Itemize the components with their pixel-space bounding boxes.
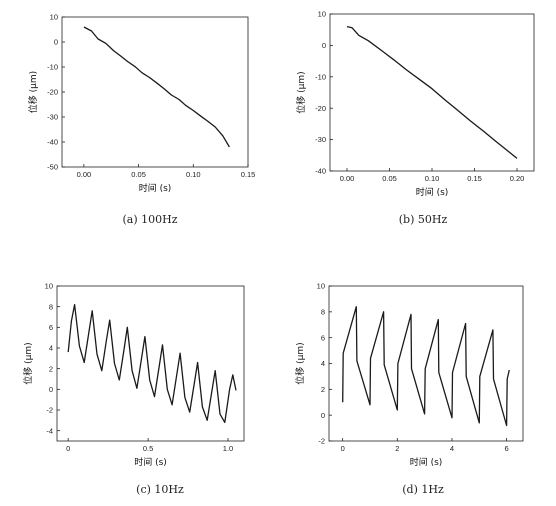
- y-axis-title: 位移 (μm): [27, 71, 39, 113]
- chart-panel-c: 0 0.5 1.0 10 8 6 4 2 0 -2 -4 时间 (s) 位移 (μm): [0, 270, 278, 470]
- y-tick-label: -2: [318, 437, 325, 446]
- y-tick-label: -2: [46, 406, 53, 415]
- y-axis-title: 位移 (μm): [294, 342, 306, 384]
- x-tick-label: 0: [341, 444, 345, 453]
- chart-panel-b: 0.00 0.05 0.10 0.15 0.20 10 0 -10 -20 -30 -40 时间 (s…: [278, 0, 556, 200]
- x-tick-label: 1.0: [223, 444, 233, 453]
- y-tick-label: 2: [49, 364, 53, 373]
- y-tick-label: -20: [315, 104, 326, 113]
- chart-b-caption: (b) 50Hz: [398, 213, 448, 226]
- y-tick-label: -10: [47, 63, 58, 72]
- series-line: [342, 306, 510, 427]
- x-tick-label: 0.00: [77, 170, 92, 179]
- y-tick-label: 8: [321, 307, 325, 316]
- y-tick-label: 8: [49, 302, 53, 311]
- x-tick-label: 0.00: [340, 174, 355, 183]
- x-tick-label: 4: [450, 444, 454, 453]
- chart-panel-d: 0 2 4 6 10 8 6 4 2 0 -2 时间 (s) 位移 (μm): [278, 270, 556, 470]
- y-tick-label: -10: [315, 72, 326, 81]
- chart-c-caption: (c) 10Hz: [136, 483, 184, 496]
- y-tick-label: 4: [321, 359, 325, 368]
- y-tick-label: -50: [47, 163, 58, 172]
- y-tick-label: 10: [317, 282, 325, 291]
- x-tick-label: 0.15: [241, 170, 256, 179]
- plot-frame: [61, 16, 249, 168]
- chart-d-caption: (d) 1Hz: [402, 483, 444, 496]
- x-tick-label: 0.5: [143, 444, 153, 453]
- y-tick-label: 0: [321, 411, 325, 420]
- x-axis-title: 时间 (s): [139, 182, 172, 194]
- x-tick-label: 2: [395, 444, 399, 453]
- x-axis-title: 时间 (s): [134, 456, 167, 468]
- chart-a-svg: 0.00 0.05 0.10 0.15 10 0 -10 -20 -30 -40 -50 时间 (s)…: [27, 13, 256, 194]
- x-tick-label: 0.05: [131, 170, 146, 179]
- y-tick-label: 4: [49, 344, 53, 353]
- y-tick-label: 6: [321, 333, 325, 342]
- x-tick-label: 0.05: [382, 174, 397, 183]
- chart-panel-a: 0.00 0.05 0.10 0.15 10 0 -10 -20 -30 -40 -50 时间 (s)…: [0, 0, 278, 200]
- y-tick-label: 10: [318, 10, 326, 19]
- x-tick-label: 0.15: [467, 174, 482, 183]
- chart-b-svg: 0.00 0.05 0.10 0.15 0.20 10 0 -10 -20 -30 -40 时间 (s…: [295, 10, 535, 198]
- y-tick-label: -30: [47, 113, 58, 122]
- x-axis-title: 时间 (s): [416, 186, 449, 198]
- y-tick-label: -40: [47, 138, 58, 147]
- chart-a-caption: (a) 100Hz: [122, 213, 178, 226]
- y-tick-label: -40: [315, 167, 326, 176]
- series-line: [346, 25, 518, 159]
- y-tick-label: -30: [315, 135, 326, 144]
- x-tick-label: 0.10: [186, 170, 201, 179]
- y-tick-label: 10: [50, 13, 58, 22]
- x-tick-label: 0: [66, 444, 70, 453]
- chart-c-svg: 0 0.5 1.0 10 8 6 4 2 0 -2 -4 时间 (s) 位移 (μm): [22, 282, 245, 468]
- y-tick-label: -20: [47, 88, 58, 97]
- y-axis-title: 位移 (μm): [295, 71, 307, 113]
- y-tick-label: 0: [322, 41, 326, 50]
- plot-frame: [56, 285, 245, 442]
- y-tick-label: 0: [49, 385, 53, 394]
- y-axis-title: 位移 (μm): [22, 342, 34, 384]
- y-tick-label: 6: [49, 323, 53, 332]
- y-tick-label: -4: [46, 426, 53, 435]
- y-tick-label: 2: [321, 385, 325, 394]
- x-tick-label: 0.10: [425, 174, 440, 183]
- chart-d-svg: 0 2 4 6 10 8 6 4 2 0 -2 时间 (s) 位移 (μm): [294, 282, 524, 468]
- series-line: [83, 26, 230, 148]
- x-axis-title: 时间 (s): [410, 456, 443, 468]
- x-tick-label: 0.20: [510, 174, 525, 183]
- y-tick-label: 10: [45, 282, 53, 291]
- x-tick-label: 6: [505, 444, 509, 453]
- y-tick-label: 0: [54, 38, 58, 47]
- series-line: [67, 303, 237, 424]
